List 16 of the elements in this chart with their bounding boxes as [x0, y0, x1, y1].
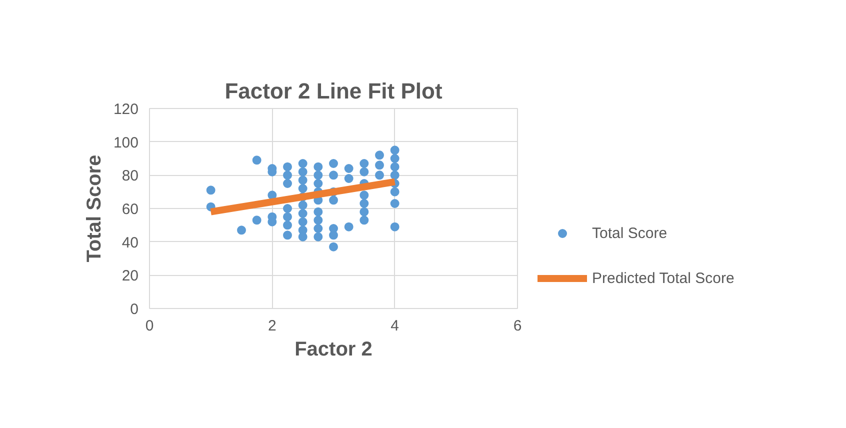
legend-label: Total Score: [592, 224, 668, 242]
y-tick-label: 40: [122, 234, 139, 252]
x-tick-label: 4: [390, 318, 400, 334]
y-axis-title: Total Score: [83, 154, 106, 262]
x-tick-label: 0: [145, 318, 154, 334]
y-tick-label: 20: [122, 268, 139, 285]
y-tick-label: 100: [113, 134, 139, 152]
legend-label: Predicted Total Score: [592, 270, 734, 286]
x-tick-label: 2: [268, 318, 276, 334]
chart-title: Factor 2 Line Fit Plot: [224, 78, 443, 104]
y-tick-label: 60: [122, 201, 139, 218]
y-tick-label: 0: [130, 301, 138, 318]
x-tick-label: 6: [513, 318, 522, 334]
x-axis-title: Factor 2: [294, 338, 372, 360]
y-tick-label: 80: [122, 168, 139, 185]
y-tick-label: 120: [113, 101, 139, 118]
